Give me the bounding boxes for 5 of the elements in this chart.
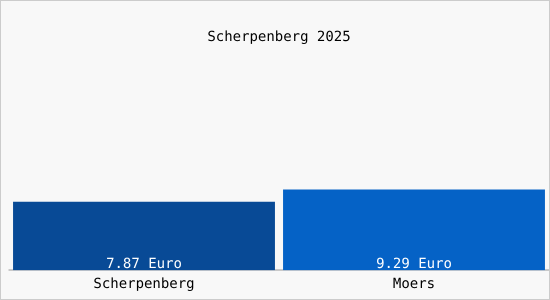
x-tick-label: Scherpenberg	[93, 276, 195, 292]
chart-title: Scherpenberg 2025	[207, 29, 351, 46]
data-label: 9.29 Euro	[376, 256, 452, 272]
data-label: 7.87 Euro	[106, 256, 182, 272]
x-tick-label: Moers	[392, 276, 436, 292]
